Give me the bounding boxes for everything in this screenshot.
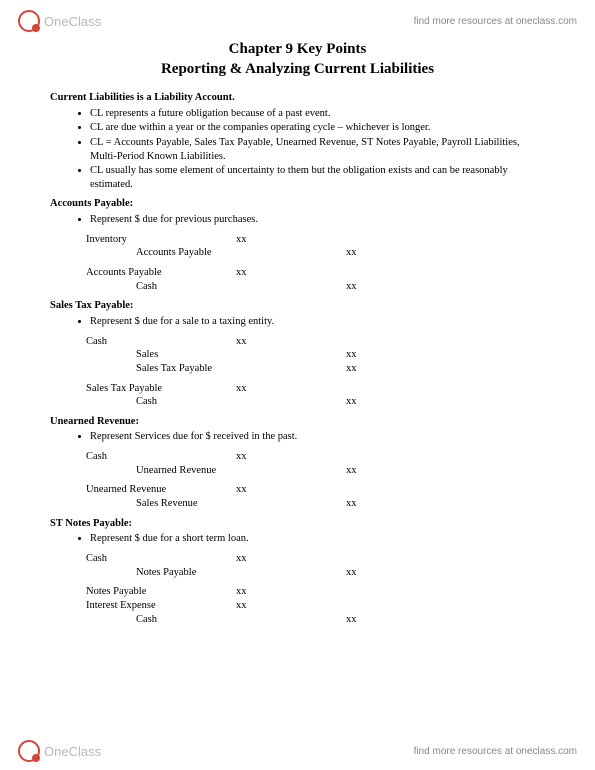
debit: xx	[236, 552, 296, 566]
list-item: CL are due within a year or the companie…	[90, 121, 545, 135]
journal-entry: Unearned Revenuexx Sales Revenuexx	[86, 483, 545, 510]
section-list: Represent $ due for a sale to a taxing e…	[50, 315, 545, 329]
journal-entry: Accounts Payablexx Cashxx	[86, 266, 545, 293]
account-name: Sales	[86, 348, 286, 362]
section-list: Represent $ due for a short term loan.	[50, 532, 545, 546]
credit	[296, 552, 356, 566]
credit	[296, 599, 356, 613]
credit: xx	[346, 497, 406, 511]
credit	[296, 585, 356, 599]
resources-link[interactable]: find more resources at oneclass.com	[414, 746, 577, 757]
journal-entry: Inventoryxx Accounts Payablexx	[86, 233, 545, 260]
credit: xx	[346, 464, 406, 478]
debit	[286, 497, 346, 511]
credit	[296, 266, 356, 280]
account-name: Sales Tax Payable	[86, 382, 236, 396]
debit	[286, 464, 346, 478]
journal-entry: Cashxx Salesxx Sales Tax Payablexx	[86, 335, 545, 376]
credit: xx	[346, 566, 406, 580]
credit: xx	[346, 362, 406, 376]
logo-icon	[18, 740, 40, 762]
intro-list: CL represents a future obligation becaus…	[50, 107, 545, 192]
document-body: Chapter 9 Key Points Reporting & Analyzi…	[0, 40, 595, 626]
account-name: Interest Expense	[86, 599, 236, 613]
journal-entry: Cashxx Unearned Revenuexx	[86, 450, 545, 477]
section-heading-ap: Accounts Payable:	[50, 197, 545, 211]
debit: xx	[236, 382, 296, 396]
debit: xx	[236, 233, 296, 247]
account-name: Accounts Payable	[86, 266, 236, 280]
account-name: Cash	[86, 450, 236, 464]
debit: xx	[236, 483, 296, 497]
credit	[296, 233, 356, 247]
resources-link[interactable]: find more resources at oneclass.com	[414, 16, 577, 27]
journal-entry: Notes Payablexx Interest Expensexx Cashx…	[86, 585, 545, 626]
credit: xx	[346, 246, 406, 260]
debit	[286, 566, 346, 580]
page-subtitle: Reporting & Analyzing Current Liabilitie…	[50, 60, 545, 80]
debit	[286, 613, 346, 627]
page-title: Chapter 9 Key Points	[50, 40, 545, 60]
account-name: Cash	[86, 552, 236, 566]
credit: xx	[346, 613, 406, 627]
debit	[286, 280, 346, 294]
page-header: OneClass find more resources at oneclass…	[0, 0, 595, 36]
account-name: Sales Tax Payable	[86, 362, 286, 376]
debit	[286, 246, 346, 260]
section-list: Represent $ due for previous purchases.	[50, 213, 545, 227]
account-name: Unearned Revenue	[86, 483, 236, 497]
account-name: Cash	[86, 280, 286, 294]
brand-name: OneClass	[44, 14, 101, 29]
account-name: Notes Payable	[86, 566, 286, 580]
list-item: CL represents a future obligation becaus…	[90, 107, 545, 121]
account-name: Sales Revenue	[86, 497, 286, 511]
account-name: Unearned Revenue	[86, 464, 286, 478]
list-item: CL = Accounts Payable, Sales Tax Payable…	[90, 136, 545, 163]
credit	[296, 483, 356, 497]
debit	[286, 395, 346, 409]
credit: xx	[346, 395, 406, 409]
debit: xx	[236, 266, 296, 280]
credit	[296, 382, 356, 396]
logo-icon	[18, 10, 40, 32]
page-footer: OneClass find more resources at oneclass…	[0, 740, 595, 762]
account-name: Accounts Payable	[86, 246, 286, 260]
list-item: Represent $ due for a short term loan.	[90, 532, 545, 546]
credit: xx	[346, 348, 406, 362]
section-list: Represent Services due for $ received in…	[50, 430, 545, 444]
brand-logo: OneClass	[18, 740, 101, 762]
journal-entry: Cashxx Notes Payablexx	[86, 552, 545, 579]
intro-heading: Current Liabilities is a Liability Accou…	[50, 91, 545, 105]
section-heading-ur: Unearned Revenue:	[50, 415, 545, 429]
list-item: Represent $ due for previous purchases.	[90, 213, 545, 227]
credit: xx	[346, 280, 406, 294]
section-heading-np: ST Notes Payable:	[50, 517, 545, 531]
list-item: Represent Services due for $ received in…	[90, 430, 545, 444]
debit	[286, 348, 346, 362]
account-name: Cash	[86, 613, 286, 627]
brand-logo: OneClass	[18, 10, 101, 32]
debit: xx	[236, 335, 296, 349]
debit	[286, 362, 346, 376]
credit	[296, 450, 356, 464]
debit: xx	[236, 450, 296, 464]
journal-entry: Sales Tax Payablexx Cashxx	[86, 382, 545, 409]
section-heading-st: Sales Tax Payable:	[50, 299, 545, 313]
brand-name: OneClass	[44, 744, 101, 759]
credit	[296, 335, 356, 349]
account-name: Cash	[86, 335, 236, 349]
account-name: Inventory	[86, 233, 236, 247]
debit: xx	[236, 599, 296, 613]
list-item: CL usually has some element of uncertain…	[90, 164, 545, 191]
list-item: Represent $ due for a sale to a taxing e…	[90, 315, 545, 329]
account-name: Cash	[86, 395, 286, 409]
account-name: Notes Payable	[86, 585, 236, 599]
debit: xx	[236, 585, 296, 599]
